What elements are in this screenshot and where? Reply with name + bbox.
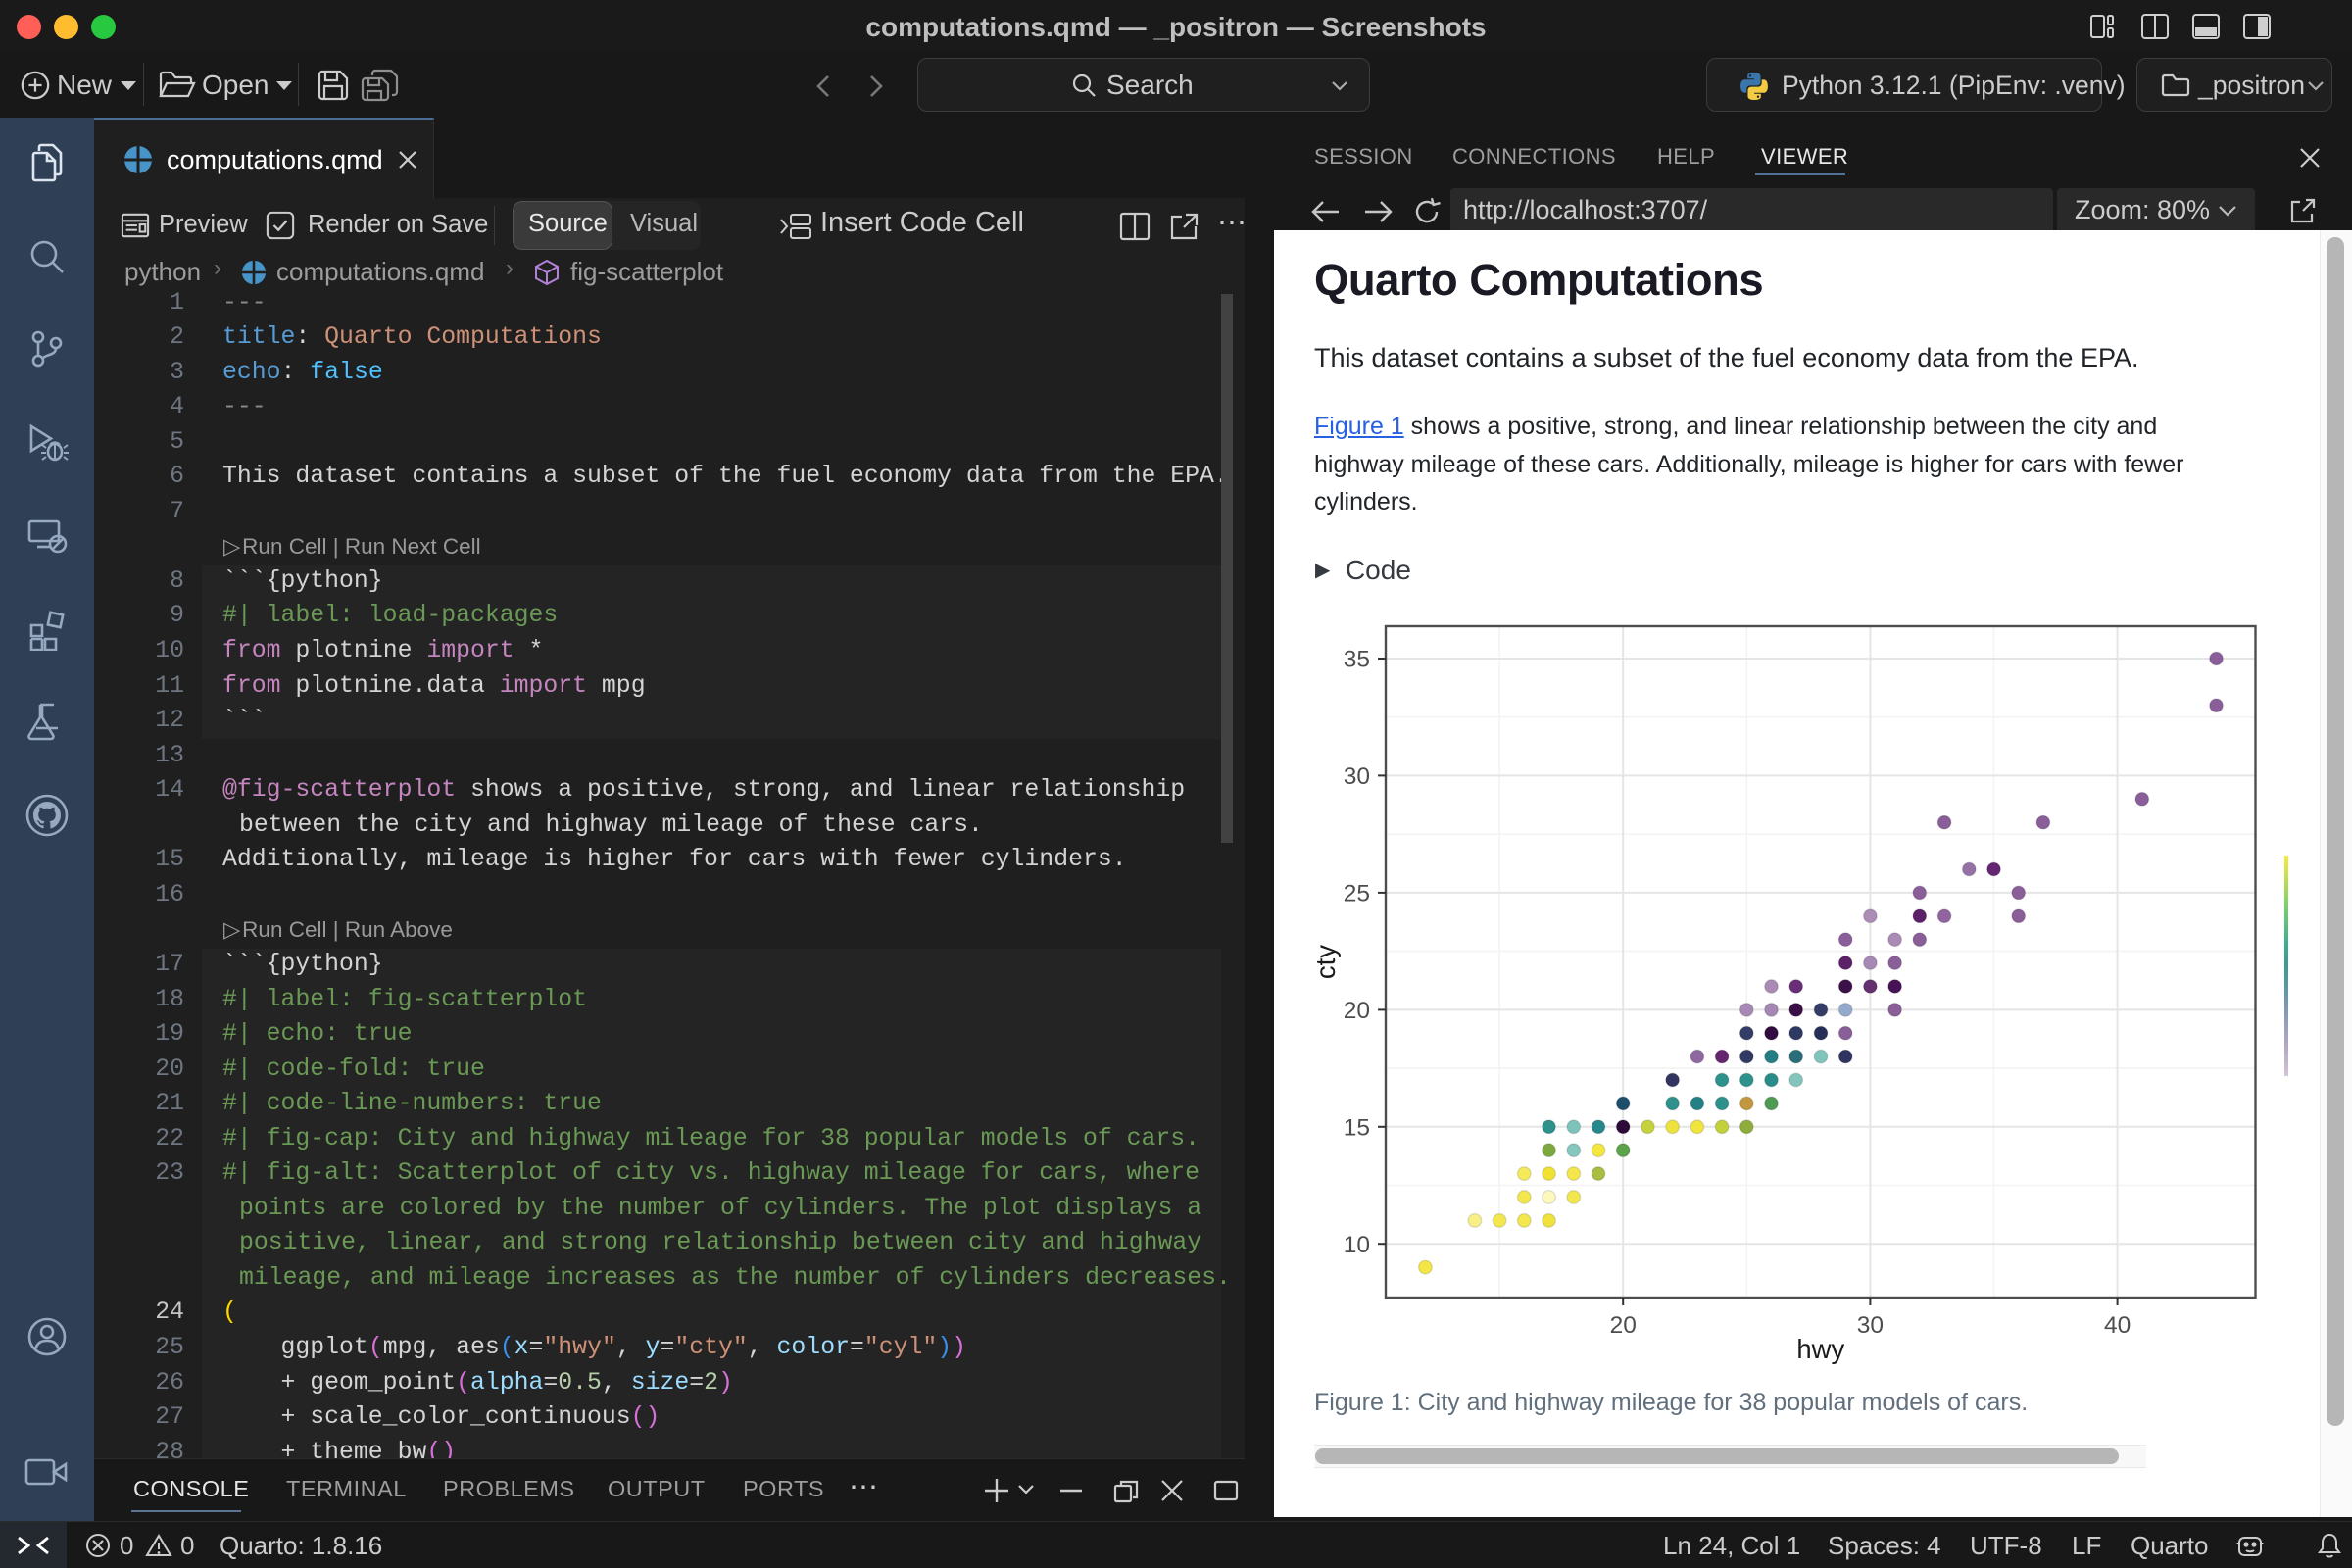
svg-text:15: 15	[1344, 1114, 1370, 1141]
svg-text:30: 30	[1344, 763, 1370, 790]
svg-text:cty: cty	[1313, 945, 1341, 979]
svg-text:35: 35	[1344, 647, 1370, 673]
svg-text:25: 25	[1344, 880, 1370, 906]
svg-text:hwy: hwy	[1796, 1334, 1844, 1364]
svg-text:20: 20	[1344, 998, 1370, 1024]
svg-text:40: 40	[2104, 1312, 2131, 1339]
svg-text:10: 10	[1344, 1232, 1370, 1258]
svg-text:30: 30	[1857, 1312, 1884, 1339]
svg-text:20: 20	[1610, 1312, 1637, 1339]
